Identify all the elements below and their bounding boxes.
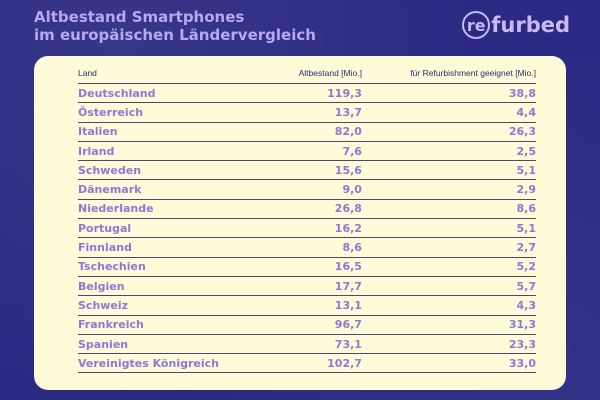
cell-refurbishment: 23,3 — [361, 334, 536, 355]
table-row: Portugal 16,2 5,1 — [78, 218, 536, 239]
page-title: Altbestand Smartphones im europäischen L… — [34, 8, 316, 44]
cell-land: Italien — [78, 122, 262, 142]
cell-refurbishment: 2,5 — [361, 141, 536, 162]
table-row: Schweden 15,6 5,1 — [78, 160, 536, 181]
cell-altbestand: 96,7 — [261, 315, 362, 335]
cell-altbestand: 13,7 — [261, 102, 362, 123]
cell-altbestand: 15,6 — [261, 160, 362, 181]
data-table-card: Land Altbestand [Mio.] für Refurbishment… — [34, 56, 566, 390]
column-header-altbestand: Altbestand [Mio.] — [261, 68, 362, 84]
table-row: Irland 7,6 2,5 — [78, 141, 536, 162]
source-footnote — [210, 392, 590, 400]
cell-altbestand: 13,1 — [261, 295, 362, 316]
table-row: Frankreich 96,7 31,3 — [78, 315, 536, 335]
table-row: Schweiz 13,1 4,3 — [78, 295, 536, 316]
logo-ring: re — [462, 11, 491, 39]
cell-land: Schweiz — [78, 295, 262, 316]
cell-altbestand: 26,8 — [261, 199, 362, 220]
cell-refurbishment: 4,3 — [361, 295, 536, 316]
cell-refurbishment: 5,2 — [361, 257, 536, 277]
cell-refurbishment: 5,1 — [361, 160, 536, 181]
cell-land: Spanien — [78, 334, 262, 355]
cell-altbestand: 119,3 — [261, 83, 362, 104]
cell-land: Portugal — [78, 218, 262, 239]
table-row: Belgien 17,7 5,7 — [78, 276, 536, 297]
cell-altbestand: 16,5 — [261, 257, 362, 277]
cell-land: Dänemark — [78, 179, 262, 200]
cell-land: Schweden — [78, 160, 262, 181]
table-header-row: Land Altbestand [Mio.] für Refurbishment… — [78, 68, 536, 84]
cell-land: Irland — [78, 141, 262, 162]
cell-refurbishment: 4,4 — [361, 102, 536, 123]
table-row: Deutschland 119,3 38,8 — [78, 83, 536, 104]
cell-altbestand: 17,7 — [261, 276, 362, 297]
table-row: Finnland 8,6 2,7 — [78, 237, 536, 258]
column-header-land: Land — [78, 68, 262, 84]
cell-altbestand: 73,1 — [261, 334, 362, 355]
table-row: Vereinigtes Königreich 102,7 33,0 — [78, 353, 536, 374]
data-table: Land Altbestand [Mio.] für Refurbishment… — [78, 68, 536, 374]
refurbed-logo: re furbed — [462, 10, 570, 40]
cell-refurbishment: 38,8 — [361, 83, 536, 104]
table-row: Dänemark 9,0 2,9 — [78, 179, 536, 200]
title-line-1: Altbestand Smartphones — [34, 8, 245, 26]
cell-altbestand: 7,6 — [261, 141, 362, 162]
cell-land: Österreich — [78, 102, 262, 123]
cell-altbestand: 8,6 — [261, 237, 362, 258]
cell-altbestand: 16,2 — [261, 218, 362, 239]
cell-altbestand: 82,0 — [261, 122, 362, 142]
cell-refurbishment: 2,7 — [361, 237, 536, 258]
cell-land: Belgien — [78, 276, 262, 297]
table-row: Spanien 73,1 23,3 — [78, 334, 536, 355]
cell-land: Tschechien — [78, 257, 262, 277]
cell-refurbishment: 8,6 — [361, 199, 536, 220]
table-row: Tschechien 16,5 5,2 — [78, 257, 536, 277]
cell-refurbishment: 5,1 — [361, 218, 536, 239]
title-line-2: im europäischen Ländervergleich — [34, 26, 316, 44]
cell-refurbishment: 2,9 — [361, 179, 536, 200]
table-row: Österreich 13,7 4,4 — [78, 102, 536, 123]
table-body: Deutschland 119,3 38,8 Österreich 13,7 4,4 Ita… — [78, 83, 536, 374]
cell-refurbishment: 31,3 — [361, 315, 536, 335]
cell-land: Vereinigtes Königreich — [78, 353, 262, 374]
cell-refurbishment: 33,0 — [361, 353, 536, 374]
table-row: Italien 82,0 26,3 — [78, 122, 536, 142]
cell-refurbishment: 5,7 — [361, 276, 536, 297]
cell-land: Niederlande — [78, 199, 262, 220]
cell-land: Deutschland — [78, 83, 262, 104]
cell-refurbishment: 26,3 — [361, 122, 536, 142]
cell-altbestand: 9,0 — [261, 179, 362, 200]
logo-text: furbed — [491, 13, 570, 37]
table-row: Niederlande 26,8 8,6 — [78, 199, 536, 220]
cell-altbestand: 102,7 — [261, 353, 362, 374]
cell-land: Frankreich — [78, 315, 262, 335]
cell-land: Finnland — [78, 237, 262, 258]
column-header-refurbishment: für Refurbishment geeignet [Mio.] — [361, 68, 536, 84]
